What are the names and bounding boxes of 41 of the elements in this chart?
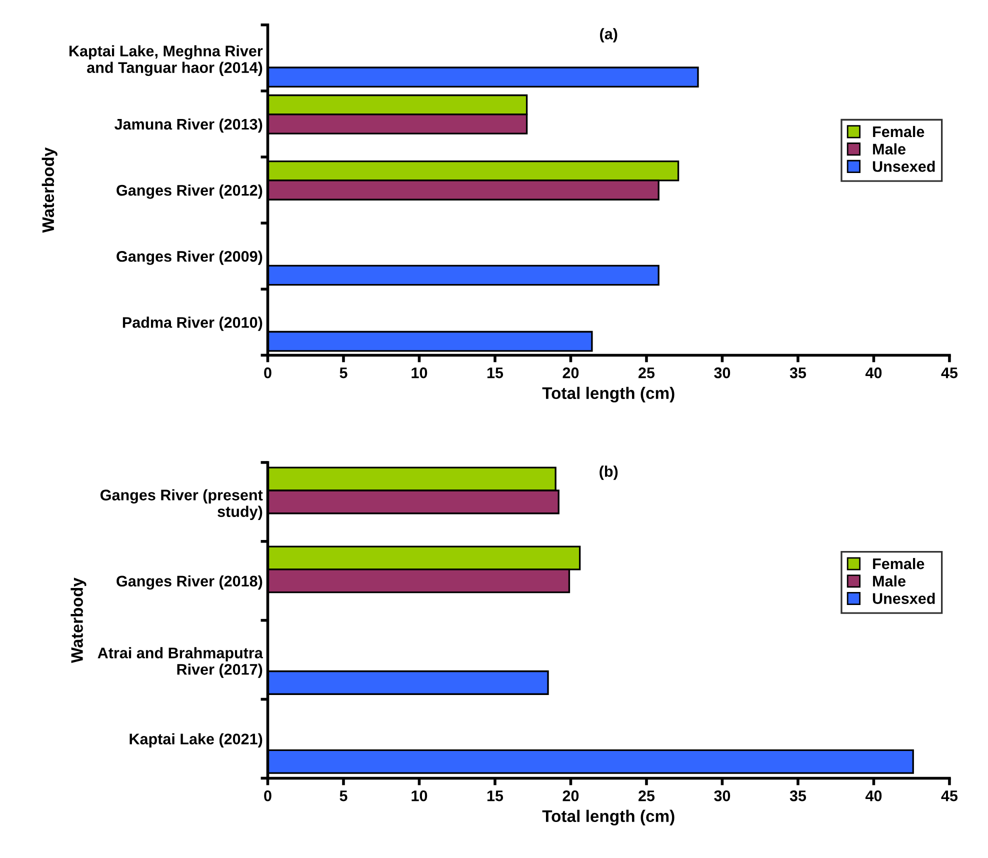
x-tick-label: 25 (638, 367, 655, 378)
chart-title: (a) (600, 28, 618, 42)
y-tick-label: Ganges River (2009) (116, 250, 262, 265)
y-tick-label: Ganges River (2018) (116, 575, 262, 590)
x-tick-label: 10 (412, 367, 428, 378)
y-tick-label: Atrai and Brahmaputra River (2017) (98, 647, 263, 678)
x-tick-label: 35 (790, 790, 806, 802)
x-tick-label: 5 (340, 368, 348, 378)
x-tick-label: 20 (562, 367, 579, 378)
x-tick-label: 10 (412, 790, 428, 802)
y-tick-label: Kaptai Lake, Meghna River and Tanguar haor (2014) (69, 45, 263, 76)
x-tick-label: 40 (865, 367, 882, 378)
x-tick-label: 40 (865, 790, 882, 802)
legend-label: Unsexed (872, 160, 935, 172)
x-tick-label: 20 (562, 790, 579, 802)
x-tick-label: 30 (714, 790, 730, 802)
x-tick-label: 45 (941, 368, 958, 378)
x-tick-label: 35 (790, 367, 806, 378)
y-axis-title: Waterbody (70, 578, 86, 664)
x-axis-title: Total length (cm) (542, 386, 674, 402)
x-tick-label: 25 (638, 790, 655, 802)
legend-label: Female (873, 558, 924, 570)
x-tick-label: 0 (264, 790, 272, 802)
x-tick-label: 30 (714, 367, 730, 378)
x-tick-label: 15 (487, 368, 504, 378)
chart-title: (b) (600, 466, 618, 480)
x-tick-label: 5 (340, 790, 348, 802)
legend-label: Female (873, 126, 924, 138)
y-tick-label: Padma River (2010) (122, 316, 262, 331)
x-tick-label: 15 (487, 790, 504, 802)
x-tick-label: 0 (264, 367, 272, 378)
y-tick-label: Jamuna River (2013) (114, 118, 262, 133)
y-tick-label: Ganges River (present study) (100, 489, 263, 520)
y-tick-label: Ganges River (2012) (116, 184, 262, 199)
x-tick-label: 45 (941, 790, 958, 802)
legend-label: Male (873, 575, 906, 587)
y-axis-title: Waterbody (42, 147, 58, 233)
legend-label: Male (873, 143, 906, 155)
x-axis-title: Total length (cm) (542, 810, 674, 826)
y-tick-label: Kaptai Lake (2021) (130, 733, 262, 748)
legend-label: Unesxed (872, 592, 935, 604)
